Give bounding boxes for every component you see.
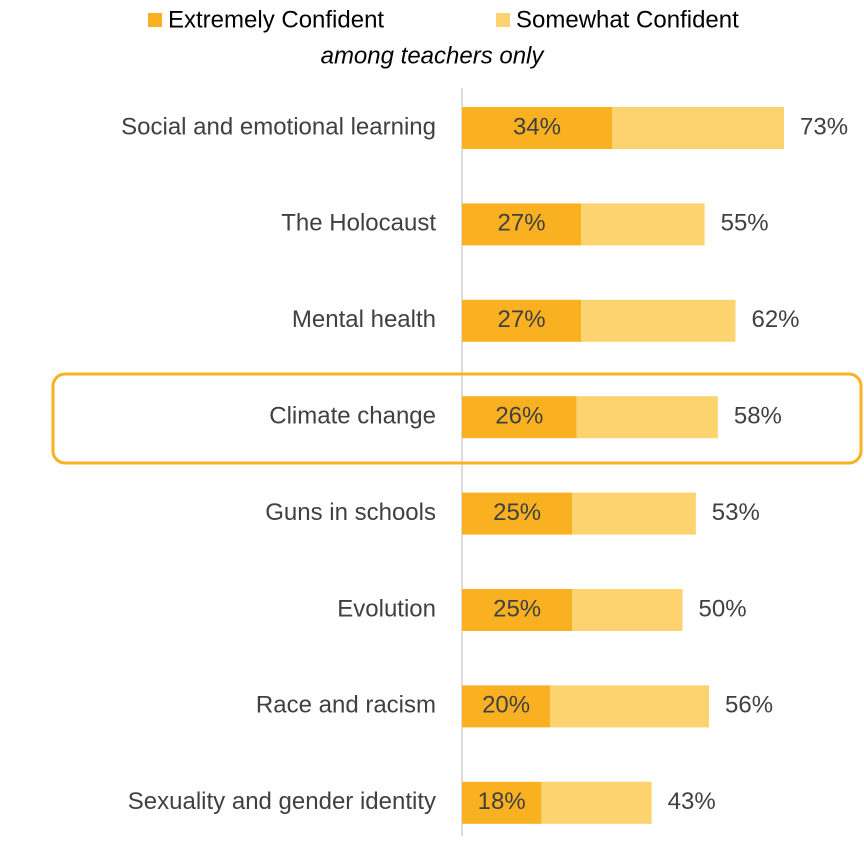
data-label: 25% (493, 499, 541, 526)
legend-label: Somewhat Confident (516, 6, 739, 33)
total-label: 50% (699, 595, 747, 622)
data-label: 26% (495, 403, 543, 430)
highlight-box (51, 372, 863, 465)
data-label: 34% (513, 113, 561, 140)
total-label: 56% (725, 692, 773, 719)
bar-segment (462, 203, 582, 246)
bar-segment (462, 299, 582, 342)
bar-segment (462, 685, 551, 728)
y-tick-label: The Holocaust (281, 210, 436, 237)
bar-segment (541, 781, 652, 824)
y-tick-label: Sexuality and gender identity (128, 788, 436, 815)
bar-segment (462, 107, 612, 149)
legend-swatch (148, 13, 162, 27)
bar-segment (462, 396, 577, 439)
total-label: 58% (734, 403, 782, 430)
y-tick-label: Race and racism (256, 692, 436, 719)
data-label: 27% (498, 306, 546, 333)
total-label: 73% (800, 113, 848, 140)
total-label: 53% (712, 499, 760, 526)
y-tick-label: Climate change (269, 403, 436, 430)
total-label: 43% (668, 788, 716, 815)
legend-swatch (496, 13, 510, 27)
bar-segment (462, 589, 573, 631)
total-label: 55% (721, 210, 769, 237)
y-tick-label: Social and emotional learning (121, 113, 436, 140)
bar-segment (462, 781, 542, 824)
y-tick-label: Guns in schools (265, 499, 436, 526)
bar-segment (572, 492, 696, 535)
data-label: 18% (478, 788, 526, 815)
legend-label: Extremely Confident (168, 6, 384, 33)
y-tick-label: Mental health (292, 306, 436, 333)
y-tick-label: Evolution (337, 595, 436, 622)
data-label: 27% (498, 210, 546, 237)
subtitle: among teachers only (321, 42, 546, 69)
bar-segment (581, 203, 705, 246)
bar-segment (581, 299, 736, 342)
bar-segment (572, 589, 683, 631)
bar-segment (550, 685, 710, 728)
bar-segment (611, 107, 785, 149)
bar-segment (576, 396, 718, 439)
data-label: 20% (482, 692, 530, 719)
total-label: 62% (751, 306, 799, 333)
bar-segment (462, 492, 573, 535)
data-label: 25% (493, 595, 541, 622)
